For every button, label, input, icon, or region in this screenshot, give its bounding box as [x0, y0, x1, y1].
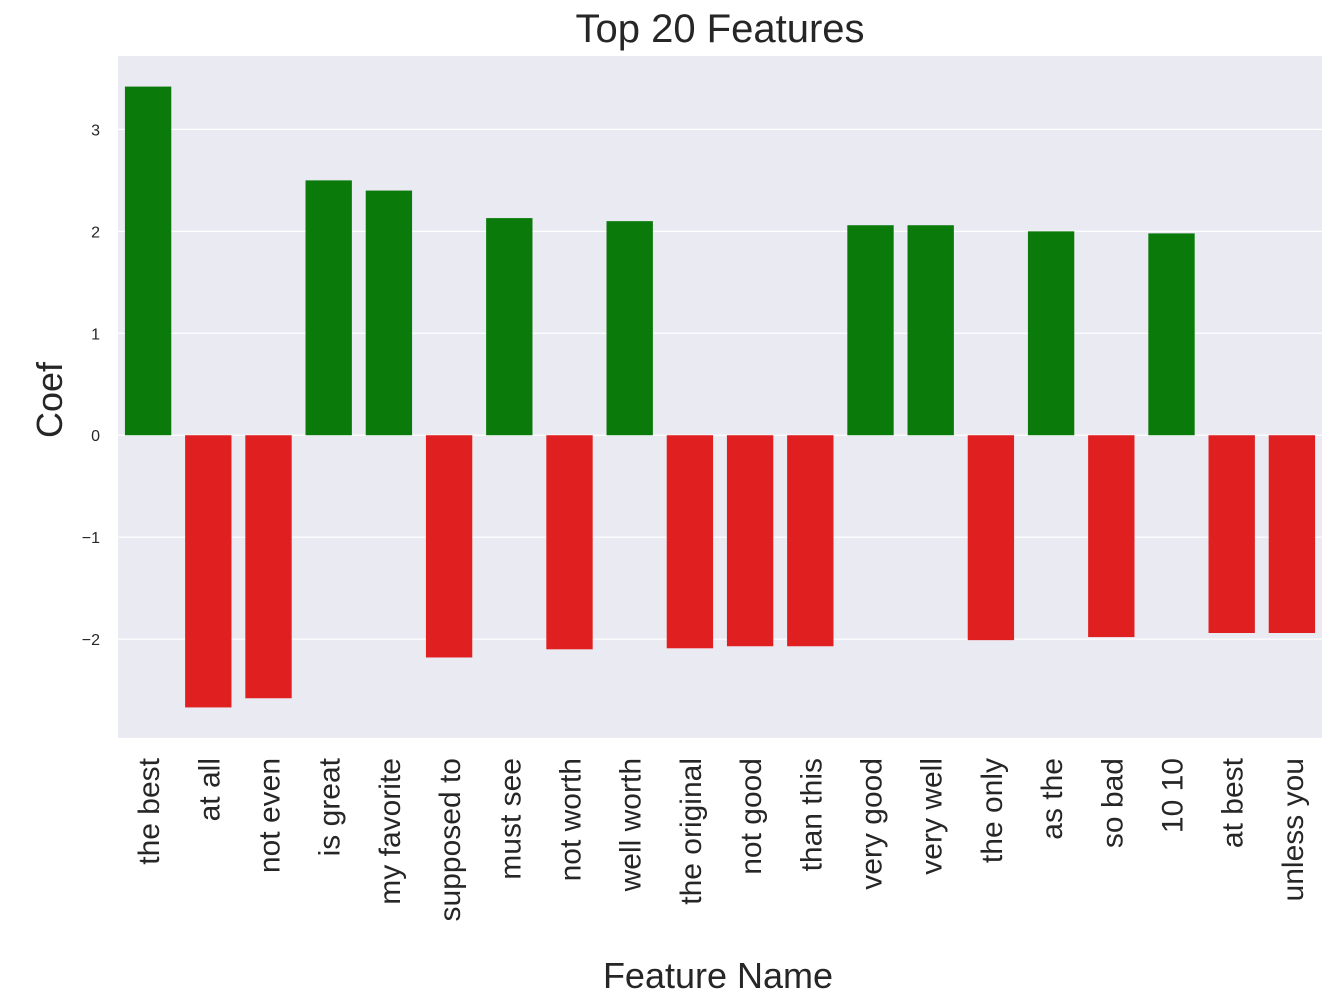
- x-tick-label: is great: [314, 757, 347, 856]
- bars: [124, 86, 1316, 708]
- bar: [305, 180, 352, 436]
- x-tick-label: as the: [1036, 758, 1069, 840]
- x-tick-label: the original: [675, 758, 708, 905]
- bar: [245, 435, 292, 699]
- bar: [726, 435, 774, 647]
- y-tick-label: −1: [82, 530, 100, 547]
- bar: [787, 435, 834, 647]
- x-tick-label: the best: [133, 757, 166, 864]
- bar: [486, 218, 533, 436]
- x-tick-label: so bad: [1096, 758, 1129, 848]
- y-tick-label: −2: [82, 632, 100, 649]
- x-tick-label: well worth: [615, 758, 648, 892]
- x-tick-label: unless you: [1277, 758, 1310, 901]
- bar: [1208, 435, 1255, 633]
- x-tick-label: than this: [795, 758, 828, 871]
- bar: [1148, 233, 1195, 436]
- bar: [365, 190, 413, 436]
- bar: [546, 435, 593, 650]
- x-tick-labels: the best at all not even is great my favorit…: [133, 757, 1310, 921]
- y-tick-label: 3: [91, 122, 100, 139]
- x-tick-label: must see: [494, 758, 527, 880]
- x-tick-label: at best: [1217, 757, 1250, 848]
- y-tick-label: 1: [91, 326, 100, 343]
- bar: [847, 225, 894, 436]
- x-axis-label: Feature Name: [603, 955, 833, 996]
- y-tick-labels: 3 2 1 0 −1 −2: [82, 122, 100, 649]
- bar: [185, 435, 232, 708]
- bar: [1268, 435, 1316, 633]
- x-tick-label: not even: [254, 758, 287, 873]
- plot-background: [118, 56, 1322, 738]
- x-tick-label: 10 10: [1157, 758, 1190, 833]
- y-tick-label: 2: [91, 224, 100, 241]
- x-tick-label: my favorite: [374, 758, 407, 905]
- x-tick-label: at all: [193, 758, 226, 821]
- bar: [1027, 231, 1075, 436]
- bar: [666, 435, 714, 649]
- y-tick-label: 0: [91, 428, 100, 445]
- x-tick-label: very well: [916, 758, 949, 875]
- bar: [907, 225, 954, 436]
- x-tick-label: the only: [976, 758, 1009, 863]
- bar: [124, 86, 172, 436]
- x-tick-label: not good: [735, 758, 768, 875]
- chart-title: Top 20 Features: [575, 7, 864, 51]
- y-axis-label: Coef: [29, 361, 70, 438]
- bar: [606, 221, 653, 436]
- x-tick-label: not worth: [555, 758, 588, 881]
- bar: [425, 435, 473, 658]
- bar: [967, 435, 1015, 641]
- x-tick-label: supposed to: [434, 758, 467, 921]
- x-tick-label: very good: [856, 758, 889, 890]
- bar: [1088, 435, 1135, 638]
